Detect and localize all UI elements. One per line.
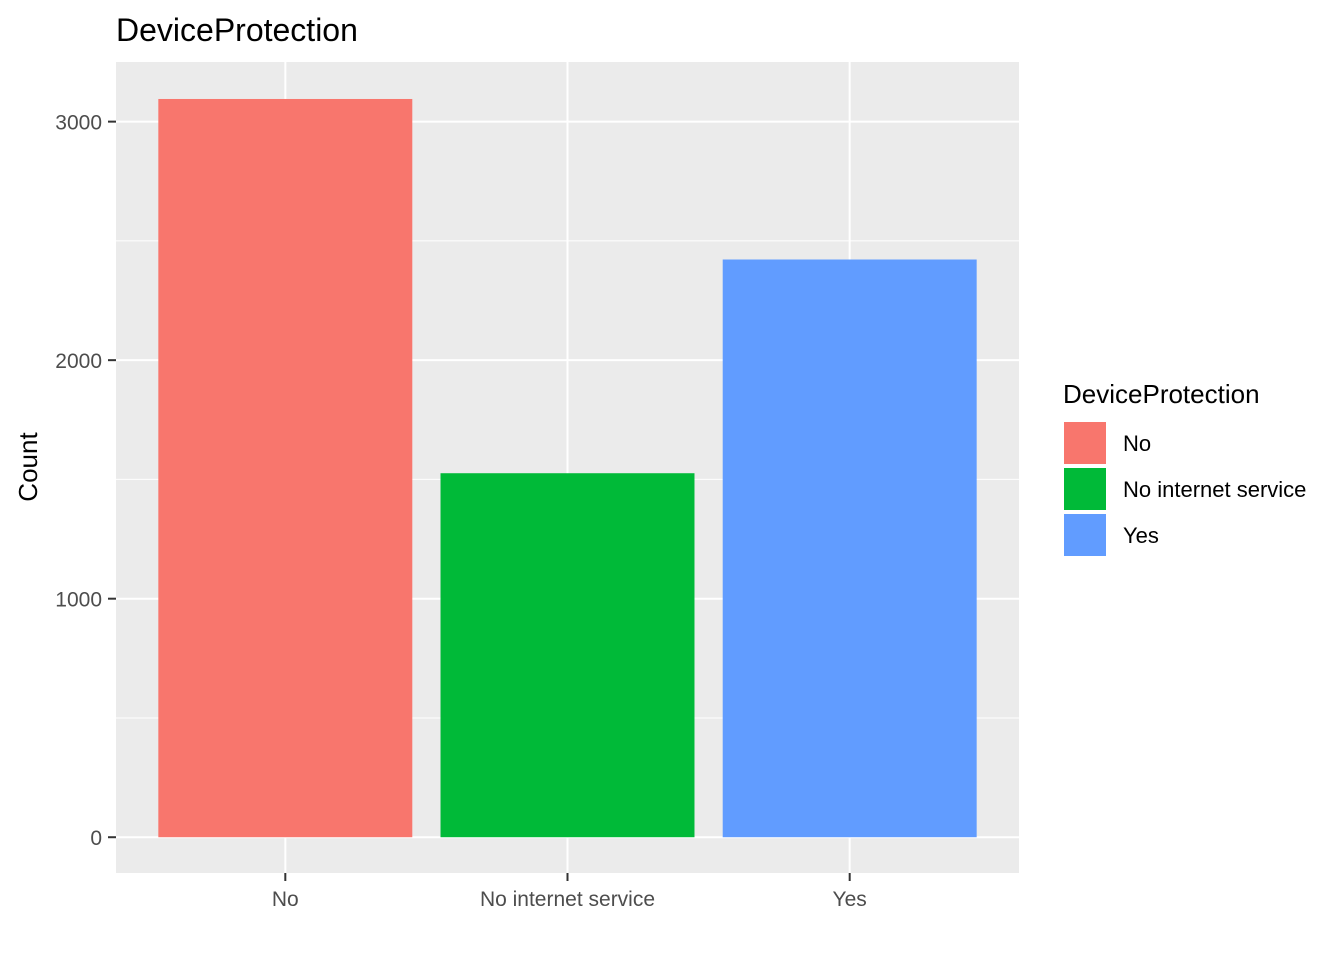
x-tick-label: No	[272, 888, 299, 911]
y-tick-label: 2000	[55, 350, 102, 373]
bar-yes	[722, 259, 977, 838]
y-tick-label: 1000	[55, 589, 102, 612]
legend-key	[1062, 512, 1108, 558]
legend-label: Yes	[1123, 523, 1159, 548]
x-tick-label: No internet service	[480, 888, 655, 911]
legend-label: No	[1123, 431, 1151, 456]
bar-no	[158, 98, 413, 838]
y-tick-label: 0	[90, 827, 102, 850]
legend-title: DeviceProtection	[1063, 379, 1260, 409]
y-axis-label: Count	[13, 432, 43, 502]
legend-key	[1062, 466, 1108, 512]
legend-key	[1062, 420, 1108, 466]
y-tick-label: 3000	[55, 112, 102, 135]
chart-title: DeviceProtection	[116, 12, 358, 48]
legend: DeviceProtection No No internet service Ye…	[1062, 379, 1306, 558]
y-axis: 0 1000 2000 3000	[55, 112, 116, 850]
bars	[158, 98, 977, 838]
bar-no-internet-service	[440, 473, 695, 838]
x-tick-label: Yes	[833, 888, 867, 911]
legend-items: No No internet service Yes	[1062, 420, 1306, 558]
x-axis: No No internet service Yes	[272, 873, 867, 911]
legend-label: No internet service	[1123, 477, 1306, 502]
